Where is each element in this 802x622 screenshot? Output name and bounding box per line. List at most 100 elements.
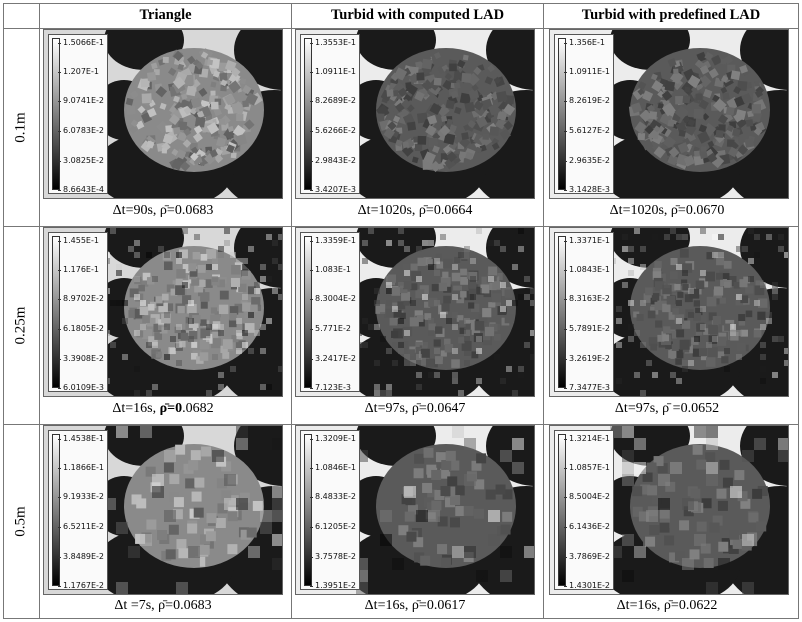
colorbar-tick-label: 1.5066E-1 (57, 38, 105, 47)
simulated-reflectance-image: 1.356E-1 1.0911E-1 8.2619E-2 5.6127E-2 2.963… (549, 29, 789, 199)
caption-time: Δt=16s, (616, 598, 664, 613)
colorbar-tick-label: 8.3004E-2 (309, 294, 357, 303)
colorbar-tick-label: 6.5211E-2 (57, 522, 105, 531)
caption-equals: = (166, 203, 175, 218)
colorbar-tick-label: 1.356E-1 (564, 38, 605, 47)
colorbar-tick-label: 5.6266E-2 (309, 126, 357, 135)
caption-time: Δt=90s, (112, 203, 160, 218)
colorbar-tick-label: 1.3214E-1 (563, 434, 611, 443)
header-divider (3, 28, 799, 29)
caption-equals: = (418, 598, 427, 613)
caption-rho-value: 0.0652 (680, 401, 720, 416)
colorbar-legend: 1.356E-1 1.0911E-1 8.2619E-2 5.6127E-2 2.963… (554, 34, 614, 194)
caption-rho-value: 0.0670 (685, 203, 725, 218)
table-border-bottom (3, 618, 799, 619)
caption-rho-symbol: ρ̄ (411, 598, 419, 613)
colorbar-tick-label: 2.9635E-2 (563, 156, 611, 165)
simulated-reflectance-image: 1.5066E-1 1.207E-1 9.0741E-2 6.0783E-2 3.082… (43, 29, 283, 199)
colorbar-tick-label: 3.7869E-2 (563, 552, 611, 561)
colorbar-tick-label: 3.2619E-2 (563, 354, 611, 363)
row-label-0.1m: 0.1m (12, 112, 29, 143)
caption-rho-value: .0682 (182, 401, 214, 416)
row-label-0.5m: 0.5m (12, 506, 29, 537)
simulated-reflectance-image: 1.455E-1 1.176E-1 8.9702E-2 6.1805E-2 3.3908… (43, 227, 283, 397)
colorbar-tick-label: 1.3553E-1 (309, 38, 357, 47)
colorbar-gradient (52, 434, 60, 586)
colorbar-tick-label: 5.6127E-2 (563, 126, 611, 135)
colorbar-tick-label: 1.3359E-1 (309, 236, 357, 245)
panel-caption: Δt=97s, ρ̄ =0.0652 (542, 401, 792, 417)
colorbar-tick-label: 6.1436E-2 (563, 522, 611, 531)
colorbar-tick-label: 7.3477E-3 (563, 383, 611, 392)
colorbar-tick-label: 5.7891E-2 (563, 324, 611, 333)
simulated-reflectance-image: 1.4538E-1 1.1866E-1 9.1933E-2 6.5211E-2 3.84… (43, 425, 283, 595)
colorbar-tick-label: 6.0109E-3 (57, 383, 105, 392)
caption-equals: = (677, 203, 686, 218)
colorbar-tick-label: 1.455E-1 (58, 236, 99, 245)
column-header-turbid-predefined: Turbid with predefined LAD (581, 7, 761, 23)
colorbar-legend: 1.3209E-1 1.0846E-1 8.4833E-2 6.1205E-2 3.75… (300, 430, 360, 590)
colorbar-legend: 1.3359E-1 1.083E-1 8.3004E-2 5.771E-2 3.2417… (300, 232, 360, 392)
colorbar-tick-label: 1.0911E-1 (563, 67, 611, 76)
simulated-reflectance-image: 1.3359E-1 1.083E-1 8.3004E-2 5.771E-2 3.2417… (295, 227, 535, 397)
caption-equals: = (165, 598, 174, 613)
colorbar-gradient (304, 236, 312, 388)
caption-rho-symbol: ρ̄ (662, 401, 670, 416)
colorbar-tick-label: 1.4538E-1 (57, 434, 105, 443)
row-label-0.25m: 0.25m (12, 306, 29, 345)
row-divider (3, 424, 799, 425)
caption-time: Δt=16s, (112, 401, 160, 416)
column-divider (543, 3, 544, 619)
row-divider (3, 226, 799, 227)
colorbar-tick-label: 1.0857E-1 (563, 463, 611, 472)
colorbar-tick-label: 8.6643E-4 (57, 185, 105, 194)
colorbar-gradient (558, 38, 566, 190)
column-header-turbid-computed: Turbid with computed LAD (330, 7, 505, 23)
colorbar-tick-label: 3.7578E-2 (309, 552, 357, 561)
colorbar-tick-label: 8.9702E-2 (57, 294, 105, 303)
colorbar-tick-label: 3.3908E-2 (57, 354, 105, 363)
colorbar-tick-label: 1.1866E-1 (57, 463, 105, 472)
tree-canopy-image (550, 426, 788, 594)
caption-rho-value: 0.0622 (678, 598, 718, 613)
colorbar-tick-label: 3.8489E-2 (57, 552, 105, 561)
colorbar-tick-label: 3.0825E-2 (57, 156, 105, 165)
table-border-left (3, 3, 4, 619)
caption-rho-symbol: ρ̄ (159, 401, 168, 416)
tree-canopy-image (44, 30, 282, 198)
column-divider (39, 3, 40, 619)
colorbar-tick-label: 9.0741E-2 (57, 96, 105, 105)
colorbar-tick-label: 1.3209E-1 (309, 434, 357, 443)
colorbar-tick-label: 1.0846E-1 (309, 463, 357, 472)
panel-caption: Δt=16s, ρ̄=0.0617 (290, 598, 540, 614)
panel-caption: Δt=16s, ρ̄=0.0622 (542, 598, 792, 614)
colorbar-legend: 1.3214E-1 1.0857E-1 8.5004E-2 6.1436E-2 3.78… (554, 430, 614, 590)
colorbar-tick-label: 3.2417E-2 (309, 354, 357, 363)
column-divider (291, 3, 292, 619)
colorbar-tick-label: 1.3371E-1 (563, 236, 611, 245)
panel-caption: Δt=1020s, ρ̄=0.0670 (542, 203, 792, 219)
colorbar-tick-label: 8.4833E-2 (309, 492, 357, 501)
panel-caption: Δt=97s, ρ̄=0.0647 (290, 401, 540, 417)
colorbar-legend: 1.3553E-1 1.0911E-1 8.2689E-2 5.6266E-2 2.98… (300, 34, 360, 194)
colorbar-tick-label: 8.2619E-2 (563, 96, 611, 105)
caption-equals: = (418, 401, 427, 416)
caption-rho-symbol: ρ̄ (670, 203, 678, 218)
caption-time: Δt=97s, (614, 401, 663, 416)
caption-rho-value: 0.0647 (426, 401, 466, 416)
colorbar-tick-label: 3.1428E-3 (563, 185, 611, 194)
caption-equals: = (669, 401, 681, 416)
figure-table: Triangle Turbid with computed LAD Turbid… (3, 3, 799, 619)
simulated-reflectance-image: 1.3214E-1 1.0857E-1 8.5004E-2 6.1436E-2 3.78… (549, 425, 789, 595)
column-header-triangle: Triangle (139, 7, 192, 23)
colorbar-tick-label: 1.0843E-1 (563, 265, 611, 274)
colorbar-gradient (52, 236, 60, 388)
colorbar-gradient (558, 434, 566, 586)
caption-rho-symbol: ρ̄ (411, 401, 419, 416)
colorbar-tick-label: 1.1767E-2 (57, 581, 105, 590)
caption-time: Δt=97s, (364, 401, 412, 416)
panel-caption: Δt=1020s, ρ̄=0.0664 (290, 203, 540, 219)
colorbar-tick-label: 1.3951E-2 (309, 581, 357, 590)
colorbar-tick-label: 1.083E-1 (310, 265, 351, 274)
colorbar-tick-label: 1.4301E-2 (563, 581, 611, 590)
